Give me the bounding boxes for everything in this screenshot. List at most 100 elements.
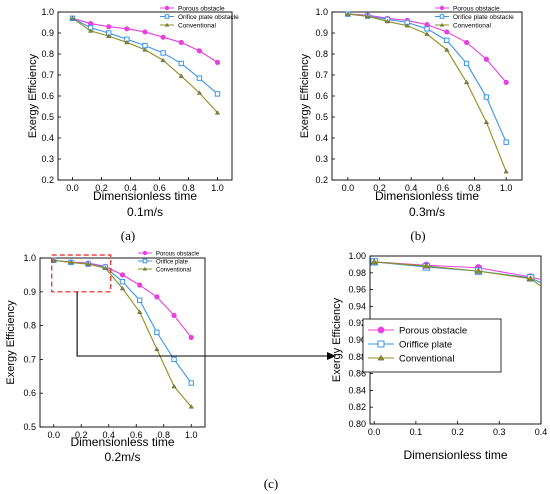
legend-label: Conventional (156, 267, 191, 273)
y-tick-label: 0.96 (348, 285, 366, 295)
y-axis-label: Exergy Efficiency (27, 53, 39, 138)
data-point (142, 29, 148, 35)
y-tick-label: 0.90 (348, 335, 366, 345)
data-point (119, 272, 126, 278)
data-point (188, 380, 194, 386)
y-tick-label: 0.9 (41, 28, 54, 38)
data-point (154, 329, 160, 336)
x-tick-label: 0.4 (102, 430, 115, 440)
y-tick-label: 0.2 (41, 175, 54, 185)
x-tick-label: 0.2 (373, 183, 386, 193)
x-tick-label: 0.6 (437, 183, 450, 193)
x-tick-label: 0.4 (405, 183, 418, 193)
data-point (178, 73, 184, 78)
legend-marker (377, 354, 385, 361)
data-point (503, 169, 509, 174)
data-point (483, 56, 489, 62)
x-tick-label: 0.2 (95, 183, 108, 193)
data-point (142, 47, 148, 52)
y-tick-label: 0.4 (41, 133, 54, 143)
legend-label: Orifice plate obstacle (178, 14, 239, 21)
data-point (384, 18, 391, 24)
data-point (85, 261, 91, 266)
chart-subtitle: 0.2m/s (104, 450, 140, 464)
x-tick-label: 1.0 (500, 183, 513, 193)
data-point (119, 285, 126, 291)
data-point (345, 11, 351, 16)
legend-marker (439, 14, 445, 19)
series-conventional (370, 258, 542, 287)
y-tick-label: 0.7 (41, 70, 54, 80)
x-tick-label: 0.0 (342, 183, 355, 193)
y-tick-label: 0.80 (348, 419, 366, 429)
legend-marker (439, 5, 445, 11)
data-point (154, 294, 160, 300)
x-tick-label: 0.1 (410, 427, 423, 437)
chart-panel-2: 0.5 0.6 0.7 0.8 0.9 1.0 0.0 0.2 0.4 0.6 0.8 1.0 Exer… (5, 250, 206, 464)
y-tick-label: 0.94 (348, 301, 366, 311)
y-tick-label: 1.0 (23, 253, 36, 263)
data-point (422, 262, 430, 269)
data-point (102, 265, 108, 270)
x-tick-label: 0.4 (535, 427, 548, 437)
legend-label: Orifice plate obstacle (453, 14, 514, 21)
data-point (503, 79, 509, 85)
x-tick-label: 0.6 (130, 430, 143, 440)
data-point (214, 59, 221, 66)
y-axis-label: Exergy Efficiency (331, 297, 343, 382)
data-point (137, 282, 143, 288)
y-tick-label: 0.6 (41, 91, 54, 101)
y-tick-label: 0.7 (315, 70, 328, 80)
y-tick-label: 0.9 (23, 287, 36, 297)
legend-marker (164, 22, 170, 27)
data-point (483, 119, 490, 125)
x-tick-label: 0.0 (368, 427, 381, 437)
panel-label: (a) (121, 228, 135, 243)
y-tick-label: 0.4 (315, 133, 328, 143)
data-point (444, 47, 450, 52)
data-point (136, 297, 143, 303)
y-axis-label: Exergy Efficiency (299, 53, 311, 138)
y-tick-label: 0.6 (315, 91, 328, 101)
x-tick-label: 0.6 (153, 183, 166, 193)
legend-marker (164, 14, 170, 19)
data-point (463, 79, 470, 85)
chart-subtitle: 0.3m/s (409, 205, 445, 219)
data-point (160, 50, 166, 56)
data-point (171, 312, 177, 319)
data-point (188, 404, 194, 409)
data-point (196, 90, 203, 95)
legend-marker (377, 326, 385, 334)
x-axis-label: Dimensionless time (93, 189, 197, 203)
data-point (106, 24, 112, 30)
data-point (424, 26, 430, 32)
legend-marker (142, 250, 148, 256)
data-point (178, 60, 184, 67)
y-tick-label: 0.7 (23, 354, 36, 364)
y-tick-label: 0.3 (41, 154, 54, 164)
data-point (503, 139, 509, 145)
plot-frame (39, 257, 206, 428)
x-tick-label: 0.2 (451, 427, 464, 437)
data-point (214, 110, 221, 115)
legend-label: Oriffice plate (399, 340, 452, 351)
legend: Porous obstacle Orifice plate obstacleCon… (435, 5, 514, 29)
data-point (214, 91, 221, 97)
y-axis-label: Exergy Efficiency (5, 300, 17, 385)
data-point (463, 60, 470, 67)
y-tick-label: 1.0 (315, 7, 328, 17)
legend: Porous obstacle Orifice plate obstacleCon… (160, 5, 239, 29)
legend: Porous obstacle Orifice plate Conventional (138, 250, 200, 273)
legend-marker (439, 22, 445, 27)
data-point (424, 31, 430, 36)
data-point (178, 39, 184, 46)
x-tick-label: 0.0 (47, 430, 60, 440)
y-tick-label: 0.8 (23, 321, 36, 331)
y-tick-label: 0.9 (315, 28, 328, 38)
data-point (188, 334, 194, 341)
data-point (171, 383, 177, 389)
legend-label: Orifice plate (156, 259, 189, 265)
legend-label: Conventional (399, 354, 454, 365)
y-tick-label: 0.6 (23, 388, 36, 398)
x-tick-label: 1.0 (185, 430, 198, 440)
